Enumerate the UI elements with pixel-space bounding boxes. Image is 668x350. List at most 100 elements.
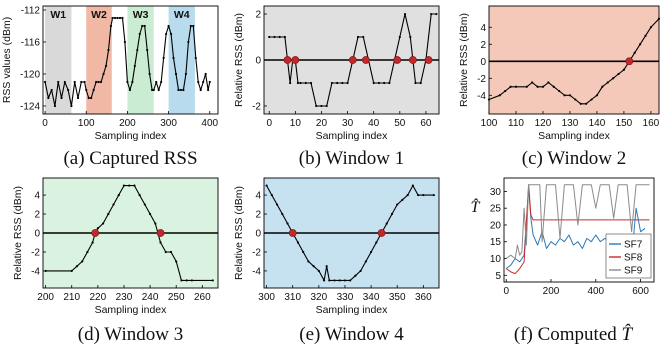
data-point [385,222,388,225]
data-point [207,88,210,92]
zero-crossing-marker [348,56,357,64]
data-point [419,81,422,85]
data-point [151,88,154,92]
y-tick-label: -116 [21,38,41,49]
data-point [146,48,149,52]
legend-label: SF9 [624,266,643,277]
data-point [133,64,136,68]
data-point [190,279,193,282]
data-point [128,88,131,92]
panel-caption: (a) Captured RSS [63,148,197,169]
x-tick-label: 400 [201,118,218,129]
data-point [141,24,144,28]
y-tick-label: 30 [490,187,502,198]
data-point [563,94,566,97]
data-point [118,16,122,20]
data-point [148,212,152,216]
data-point [85,88,88,92]
data-point [117,193,120,197]
plot-frame [42,5,219,115]
data-point [299,81,302,85]
data-point [509,85,512,88]
x-tick-label: 600 [632,286,649,297]
data-point [175,260,178,263]
data-point [159,241,162,244]
data-point [172,56,175,60]
y-tick-label: 2 [255,10,261,21]
x-axis-label: Sampling index [316,130,389,142]
data-point [199,88,202,92]
window-label: W1 [50,9,66,21]
data-point [107,48,110,52]
data-point [180,279,183,282]
data-point [185,279,188,282]
data-point [91,241,94,244]
data-point [579,102,582,105]
data-point [302,250,305,254]
data-point [304,81,307,85]
data-point [63,80,66,84]
y-tick-label: 25 [490,204,502,215]
data-point [359,269,362,273]
data-point [417,193,420,197]
x-tick-label: 400 [587,286,604,297]
y-axis-label: Relative RSS (dBm) [458,13,470,107]
x-tick-label: 230 [116,292,133,303]
window-shade [127,6,154,114]
y-axis-label: T̂ [471,197,481,216]
data-point [377,81,381,85]
x-tick-label: 100 [78,118,95,129]
data-point [330,81,334,85]
data-point [70,269,73,273]
data-point [109,24,113,28]
data-point [90,96,93,100]
x-axis-label: Sampling index [95,304,168,316]
data-point [296,81,300,85]
y-tick-label: -112 [21,6,41,17]
x-tick-label: 320 [311,292,328,303]
zero-crossing-marker [361,56,370,64]
data-point [111,16,114,20]
data-point [406,193,409,197]
data-point [644,34,647,37]
data-point [177,88,180,92]
data-point [174,72,178,76]
caption-symbol: T̂ [622,324,634,345]
y-tick-label: 20 [490,220,502,231]
data-point [325,265,328,268]
x-tick-label: 350 [389,292,406,303]
x-tick-label: 120 [535,118,552,129]
data-point [322,279,326,282]
data-point [574,98,577,101]
data-point [192,24,195,28]
x-tick-label: 300 [160,118,177,129]
data-point [128,184,131,187]
y-tick-label: -2 [252,247,261,258]
x-tick-label: 30 [342,118,354,129]
data-point [309,81,313,85]
data-point [281,212,284,216]
data-point [169,32,173,36]
data-point [372,81,375,85]
data-point [92,88,95,92]
y-tick-label: 0 [255,56,261,67]
data-point [133,184,136,187]
data-point [585,102,588,105]
data-point [504,89,507,93]
data-point [126,80,129,84]
zero-crossing-marker [625,57,634,66]
y-tick-label: 2 [255,210,261,221]
x-tick-label: 0 [266,118,272,129]
data-point [162,56,165,60]
data-point [525,85,528,88]
data-point [336,81,339,85]
y-tick-label: 4 [480,23,486,34]
y-tick-label: 4 [255,191,261,202]
data-point [60,96,63,100]
data-point [568,94,572,97]
zero-crossing-marker [283,56,292,64]
data-point [315,104,318,108]
y-tick-label: -4 [31,266,40,277]
y-tick-label: 5 [495,271,501,282]
